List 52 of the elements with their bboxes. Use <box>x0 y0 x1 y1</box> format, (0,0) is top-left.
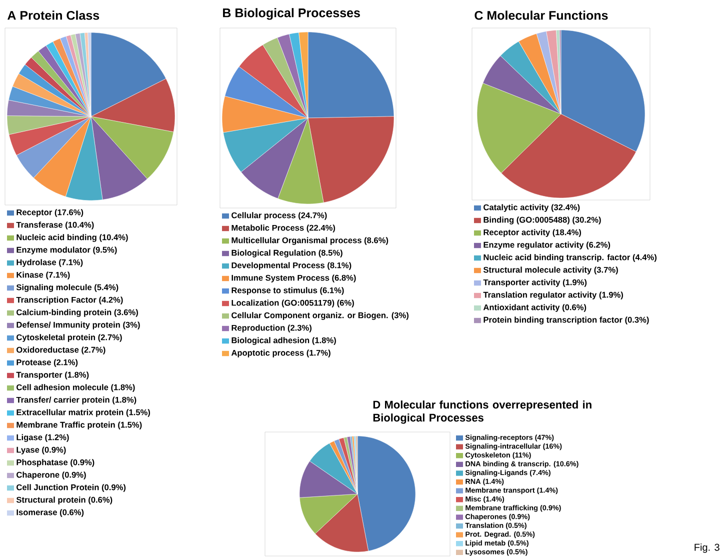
legend-label: Ligase (1.2%) <box>16 434 69 442</box>
legend-label: Binding (GO:0005488) (30.2%) <box>484 216 601 224</box>
legend-label: Response to stimulus (6.1%) <box>232 287 344 295</box>
legend-label: Isomerase (0.6%) <box>16 509 84 517</box>
legend-label: Transfer/ carrier protein (1.8%) <box>16 396 136 404</box>
legend-label: Phosphatase (0.9%) <box>16 459 94 467</box>
legend-label: Lyase (0.9%) <box>16 446 66 454</box>
legend-label: Calcium-binding protein (3.6%) <box>16 309 138 317</box>
legend-label: Developmental Process (8.1%) <box>232 262 352 270</box>
legend-label: Cytoskeletal protein (2.7%) <box>16 334 122 342</box>
legend-label: Reproduction (2.3%) <box>232 324 312 332</box>
chart-title: B Biological Processes <box>223 8 360 20</box>
legend-label: Localization (GO:0051179) (6%) <box>232 300 354 308</box>
legend-label: Cellular process (24.7%) <box>232 212 327 220</box>
legend-label: Extracellular matrix protein (1.5%) <box>16 409 150 417</box>
legend-label: Biological Regulation (8.5%) <box>232 250 342 258</box>
legend-label: Protease (2.1%) <box>16 359 78 367</box>
legend-label: Chaperone (0.9%) <box>16 472 86 480</box>
legend-label: Metabolic Process (22.4%) <box>232 224 336 232</box>
chart-title: D Molecular functions overrepresented in Biological Processes <box>373 400 592 424</box>
legend-label: Structural protein (0.6%) <box>16 496 112 504</box>
legend-label: Cell Junction Protein (0.9%) <box>16 484 126 492</box>
legend-label: Receptor (17.6%) <box>16 209 84 217</box>
legend-label: Immune System Process (6.8%) <box>232 274 356 282</box>
legend-label: Catalytic activity (32.4%) <box>484 204 580 212</box>
legend-label: Protein binding transcription factor (0.3%) <box>484 316 649 324</box>
legend-label: Cell adhesion molecule (1.8%) <box>16 384 135 392</box>
legend-label: Multicellular Organismal process (8.6%) <box>232 237 388 245</box>
legend-label: Kinase (7.1%) <box>16 272 70 280</box>
caption: Fig. 3 <box>694 543 720 553</box>
legend-label: Nucleic acid binding transcrip. factor (4.4%) <box>484 254 657 262</box>
legend-label: Hydrolase (7.1%) <box>16 259 83 267</box>
chart-title: A Protein Class <box>8 10 100 20</box>
legend-label: Transferase (10.4%) <box>16 222 94 230</box>
legend-label: Enzyme regulator activity (6.2%) <box>484 242 610 250</box>
legend-label: Apoptotic process (1.7%) <box>231 350 330 358</box>
legend-label: Transporter (1.8%) <box>16 372 89 380</box>
legend-label: Enzyme modulator (9.5%) <box>16 246 117 254</box>
chart-title: C Molecular Functions <box>474 10 608 20</box>
legend-label: Oxidoreductase (2.7%) <box>16 346 106 354</box>
legend-label: Translation regulator activity (1.9%) <box>483 292 623 300</box>
legend-label: Biological adhesion (1.8%) <box>232 337 336 345</box>
legend-label: Antioxidant activity (0.6%) <box>483 304 586 312</box>
legend-label: Membrane Traffic protein (1.5%) <box>16 422 142 430</box>
legend-label: Nucleic acid binding (10.4%) <box>16 234 128 242</box>
legend-label: Receptor activity (18.4%) <box>484 229 582 237</box>
legend-label: Signaling molecule (5.4%) <box>16 284 118 292</box>
legend-label: Defense/ Immunity protein (3%) <box>16 322 140 330</box>
legend-label: Cellular Component organiz. or Biogen. (3%) <box>232 312 408 320</box>
legend-label: Structural molecule activity (3.7%) <box>483 266 618 274</box>
legend-label: Transcription Factor (4.2%) <box>16 296 123 304</box>
legend-label: Transporter activity (1.9%) <box>483 279 587 287</box>
